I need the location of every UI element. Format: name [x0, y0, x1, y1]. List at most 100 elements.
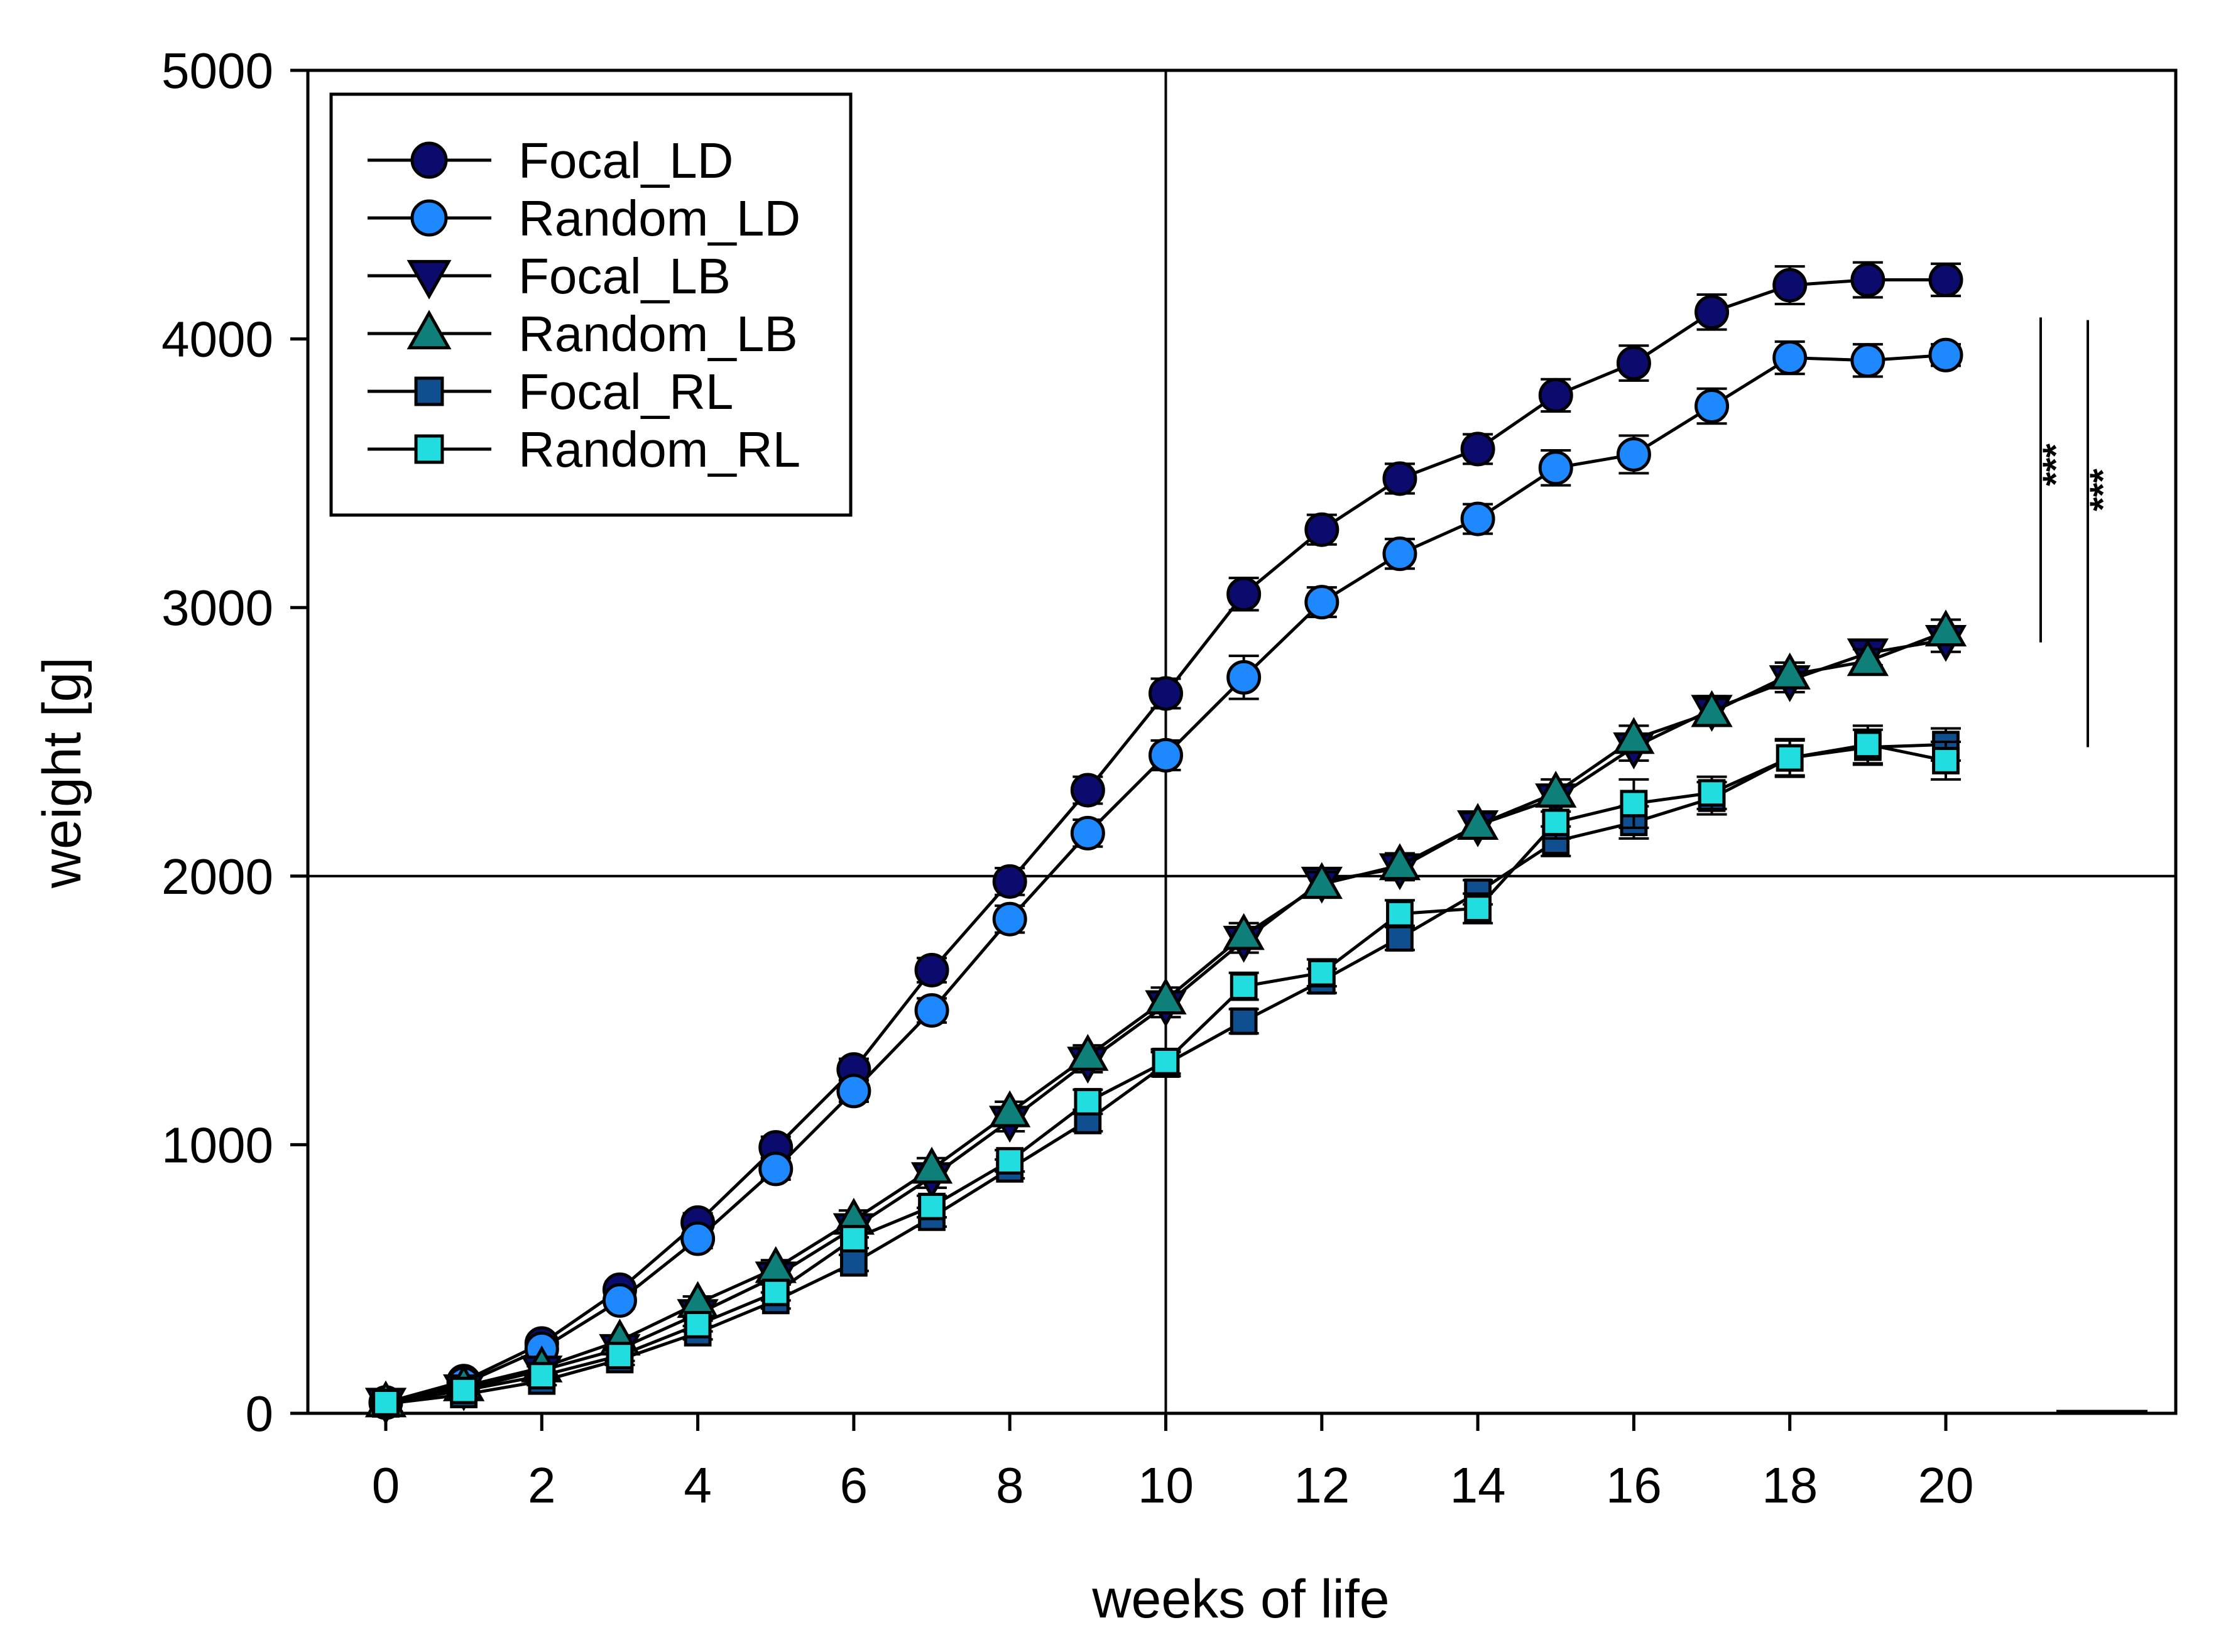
data-point	[1226, 660, 1262, 695]
x-tick-label: 0	[372, 1457, 400, 1513]
data-point	[1694, 389, 1730, 423]
data-point	[761, 1278, 790, 1307]
data-point	[1067, 1034, 1109, 1071]
x-tick-label: 10	[1138, 1457, 1194, 1513]
data-point	[1382, 536, 1417, 572]
data-point	[836, 1073, 871, 1109]
data-point	[918, 1192, 946, 1220]
data-point	[1070, 773, 1105, 808]
data-point	[1230, 972, 1258, 1000]
data-point	[1304, 585, 1340, 620]
data-point	[840, 1249, 868, 1277]
data-point	[372, 1389, 400, 1416]
legend-label: Random_LD	[518, 190, 800, 246]
data-point	[1924, 609, 1967, 647]
data-point	[1691, 690, 1733, 727]
data-point	[1223, 913, 1265, 950]
data-point	[989, 1090, 1031, 1128]
legend-item: Focal_RL	[368, 364, 733, 420]
legend-label: Focal_LB	[518, 248, 731, 304]
data-point	[1230, 1007, 1258, 1035]
data-point	[1460, 501, 1495, 536]
data-point	[528, 1362, 556, 1390]
data-point	[1456, 803, 1499, 840]
x-tick-label: 8	[996, 1457, 1024, 1513]
data-point	[996, 1147, 1024, 1175]
data-point	[1301, 862, 1343, 899]
data-point	[1850, 263, 1885, 298]
data-point	[1769, 652, 1811, 690]
legend-label: Focal_LD	[518, 133, 733, 188]
legend-item: Focal_LD	[368, 133, 733, 188]
data-point	[1928, 263, 1963, 298]
x-tick-label: 16	[1606, 1457, 1662, 1513]
x-tick-label: 6	[840, 1457, 868, 1513]
data-point	[1932, 747, 1960, 774]
data-point	[758, 1151, 794, 1187]
data-point	[992, 901, 1027, 937]
data-point	[1853, 731, 1882, 759]
significance-label: ***	[2083, 469, 2124, 511]
legend-item: Focal_LB	[368, 248, 731, 304]
data-point	[1613, 717, 1655, 754]
y-axis-label: weight [g]	[32, 657, 92, 889]
data-point	[407, 259, 452, 300]
legend-label: Random_RL	[518, 421, 800, 477]
legend-label: Focal_RL	[518, 364, 733, 420]
data-point	[680, 1221, 716, 1256]
legend-label: Random_LB	[518, 306, 798, 362]
data-point	[1616, 437, 1651, 472]
data-point	[1145, 977, 1187, 1014]
y-tick-label: 2000	[161, 849, 273, 905]
series-focal-ld	[368, 261, 1963, 1420]
data-point	[450, 1376, 478, 1405]
data-point	[414, 434, 444, 464]
x-tick-label: 12	[1294, 1457, 1350, 1513]
data-point	[1464, 894, 1492, 922]
data-point	[1149, 737, 1183, 773]
x-tick-label: 18	[1762, 1457, 1818, 1513]
series-random-rl	[371, 724, 1961, 1416]
data-point	[1226, 577, 1262, 612]
data-point	[1382, 461, 1417, 496]
data-point	[410, 199, 448, 237]
data-point	[1307, 959, 1336, 987]
data-point	[914, 993, 949, 1028]
data-point	[1149, 676, 1183, 711]
data-point	[1850, 343, 1885, 378]
data-point	[602, 1283, 637, 1318]
data-point	[1542, 808, 1570, 837]
x-axis: 0 2 4 6 8 10 12 14 16 18 20	[372, 1413, 1973, 1513]
x-tick-label: 2	[528, 1457, 556, 1513]
data-point	[410, 141, 448, 179]
data-point	[1070, 815, 1105, 850]
data-point	[1694, 295, 1730, 330]
legend: Focal_LDRandom_LDFocal_LBRandom_LBFocal_…	[329, 92, 853, 517]
y-tick-label: 3000	[161, 580, 273, 636]
significance-label: ***	[2036, 443, 2076, 486]
legend-item: Random_LD	[368, 190, 800, 246]
y-tick-label: 0	[246, 1386, 274, 1442]
plot-frame	[306, 68, 2178, 1415]
data-point	[1776, 744, 1804, 772]
data-point	[1538, 378, 1573, 413]
y-tick-label: 5000	[161, 43, 273, 99]
data-point	[1847, 639, 1889, 677]
data-point	[1386, 924, 1414, 952]
data-point	[1928, 337, 1963, 372]
x-axis-label: weeks of life	[1091, 1569, 1389, 1629]
data-point	[1386, 899, 1414, 928]
data-point	[414, 376, 444, 406]
data-point	[1620, 790, 1648, 818]
data-point	[1772, 340, 1808, 376]
data-point	[407, 310, 452, 350]
data-point	[910, 1146, 953, 1184]
legend-item: Random_RL	[368, 421, 800, 477]
y-tick-label: 1000	[161, 1117, 273, 1173]
data-point	[1616, 345, 1651, 381]
series-random-ld	[368, 337, 1963, 1420]
data-point	[1378, 843, 1421, 881]
data-point	[1074, 1088, 1102, 1116]
data-point	[1304, 512, 1340, 547]
